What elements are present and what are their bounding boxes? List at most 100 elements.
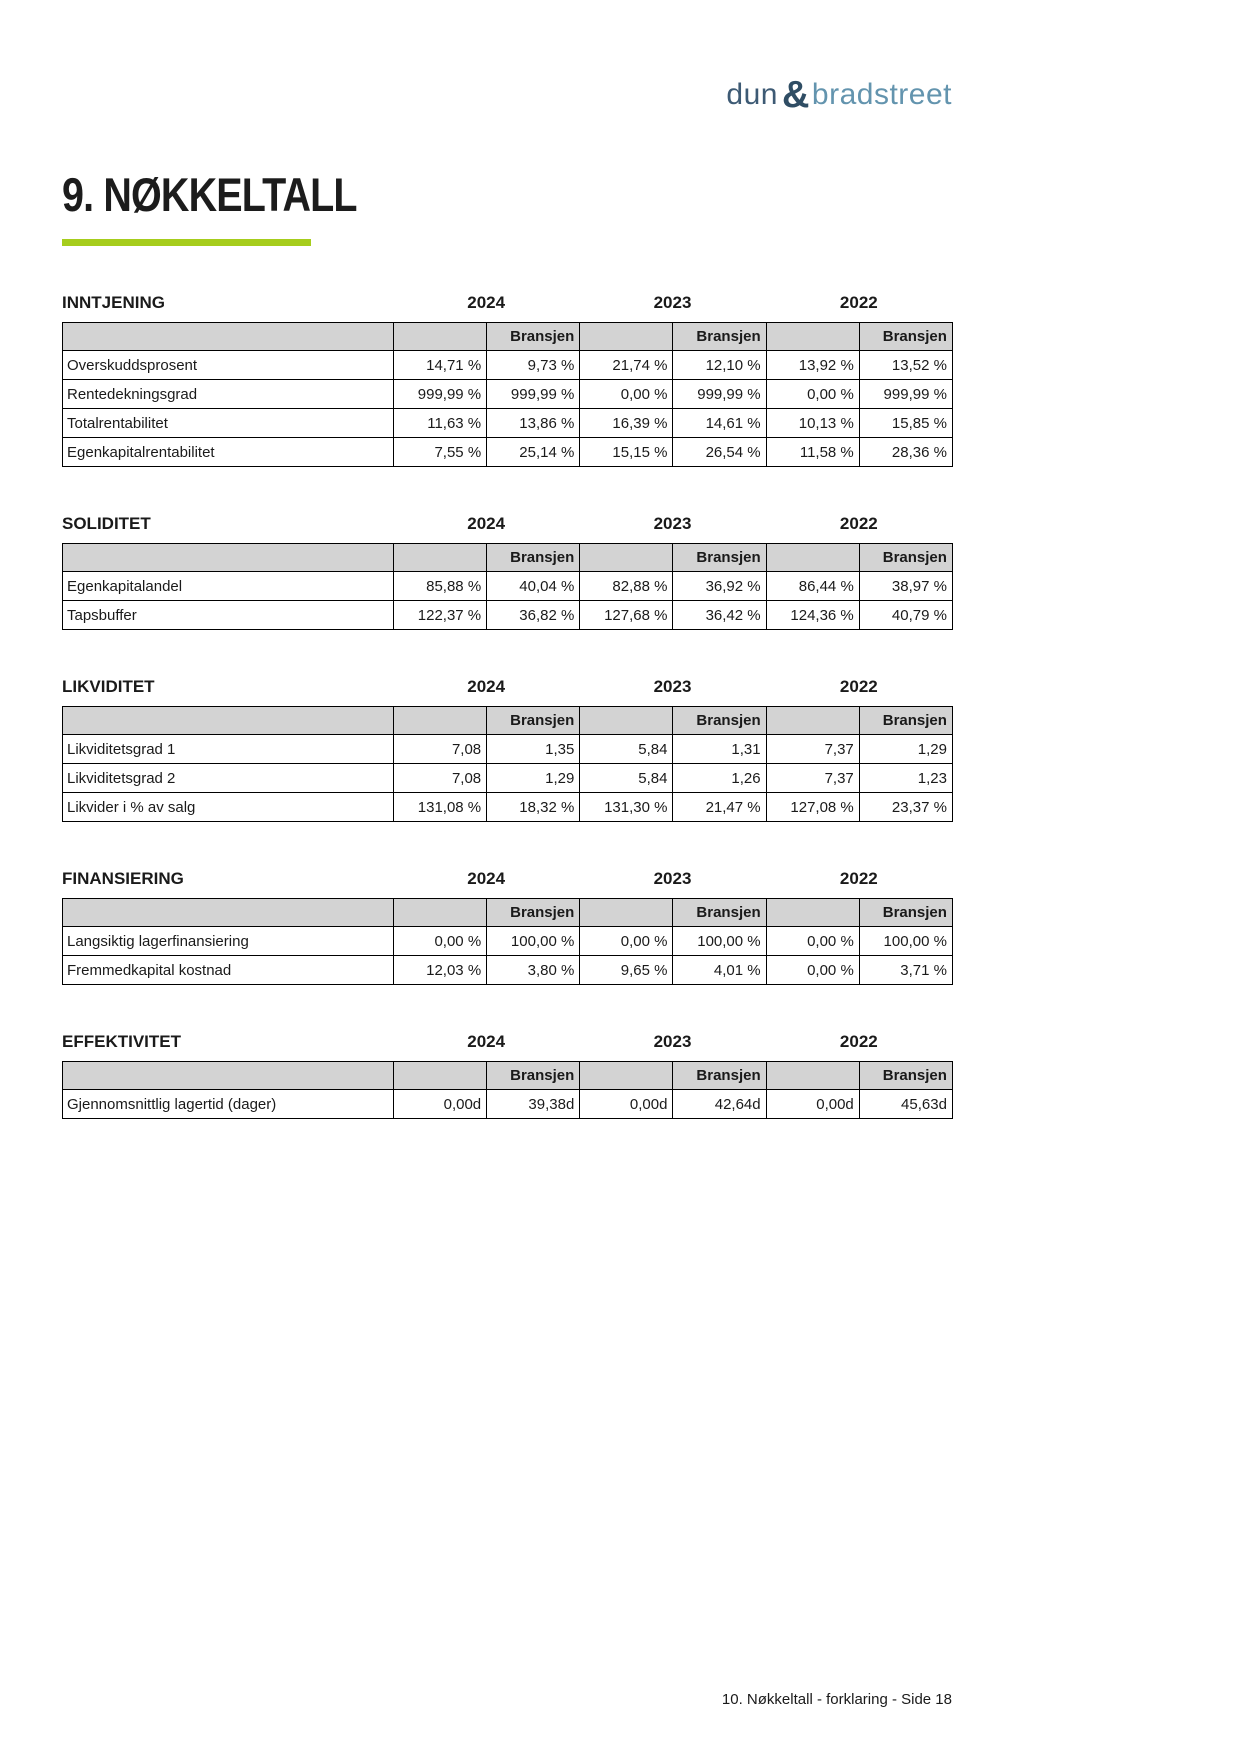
metric-value: 15,15 % — [579, 437, 674, 467]
year-header-2022: 2022 — [839, 514, 878, 533]
table-row: Egenkapitalrentabilitet 7,55 % 25,14 % 15,1… — [62, 437, 953, 467]
metric-value: 10,13 % — [765, 408, 860, 438]
empty-header-cell — [392, 322, 488, 351]
metric-value: 0,00 % — [765, 926, 860, 956]
metric-value: 82,88 % — [579, 571, 674, 601]
page-title: 9. NØKKELTALL — [62, 168, 358, 221]
year-header-2023: 2023 — [653, 677, 692, 696]
metric-value: 14,61 % — [672, 408, 767, 438]
metric-value: 13,86 % — [486, 408, 581, 438]
metric-value: 1,23 — [858, 763, 953, 793]
metric-value: 3,71 % — [858, 955, 953, 985]
metric-value: 999,99 % — [672, 379, 767, 409]
metric-label: Fremmedkapital kostnad — [62, 955, 394, 985]
empty-header-cell — [765, 322, 860, 351]
metric-value: 21,47 % — [672, 792, 767, 822]
table-row: Likvider i % av salg 131,08 % 18,32 % 131,3… — [62, 792, 953, 822]
bransjen-header-cell: Bransjen — [672, 706, 767, 735]
table-subheader-row: Bransjen Bransjen Bransjen — [62, 1061, 953, 1090]
metric-value: 127,68 % — [579, 600, 674, 630]
title-accent-bar — [62, 239, 311, 246]
metric-value: 999,99 % — [858, 379, 953, 409]
section-header: LIKVIDITET 2024 2023 2022 — [62, 677, 952, 697]
bransjen-header-cell: Bransjen — [858, 322, 953, 351]
empty-header-cell — [579, 1061, 674, 1090]
empty-header-cell — [579, 322, 674, 351]
metric-value: 42,64d — [672, 1089, 767, 1119]
year-header-2023: 2023 — [653, 869, 692, 888]
empty-header-cell — [392, 898, 488, 927]
section-title: INNTJENING — [62, 293, 165, 312]
table-row: Tapsbuffer 122,37 % 36,82 % 127,68 % 36,42 %… — [62, 600, 953, 630]
section-title: LIKVIDITET — [62, 677, 155, 696]
section-finansiering: FINANSIERING 2024 2023 2022 Bransjen Bra… — [62, 869, 953, 985]
bransjen-header-cell: Bransjen — [486, 898, 581, 927]
metric-value: 23,37 % — [858, 792, 953, 822]
metric-label: Likviditetsgrad 2 — [62, 763, 394, 793]
metric-value: 0,00d — [765, 1089, 860, 1119]
metric-value: 14,71 % — [392, 350, 488, 380]
metric-value: 26,54 % — [672, 437, 767, 467]
table-row: Fremmedkapital kostnad 12,03 % 3,80 % 9,65 … — [62, 955, 953, 985]
table-row: Rentedekningsgrad 999,99 % 999,99 % 0,00 % 9… — [62, 379, 953, 409]
table-row: Egenkapitalandel 85,88 % 40,04 % 82,88 % 36,… — [62, 571, 953, 601]
metric-label: Totalrentabilitet — [62, 408, 394, 438]
table-subheader-row: Bransjen Bransjen Bransjen — [62, 322, 953, 351]
metric-value: 1,29 — [858, 734, 953, 764]
metric-value: 36,82 % — [486, 600, 581, 630]
page-footer: 10. Nøkkeltall - forklaring - Side 18 — [721, 1691, 952, 1708]
metric-value: 7,08 — [392, 734, 488, 764]
metric-value: 999,99 % — [486, 379, 581, 409]
year-header-2024: 2024 — [467, 293, 506, 312]
key-figures-table: Bransjen Bransjen Bransjen Egenkapitalan… — [62, 543, 953, 630]
logo-text-bradstreet: bradstreet — [811, 78, 952, 111]
metric-label: Egenkapitalrentabilitet — [62, 437, 394, 467]
metric-value: 28,36 % — [858, 437, 953, 467]
section-soliditet: SOLIDITET 2024 2023 2022 Bransjen Bransj… — [62, 514, 953, 630]
table-subheader-row: Bransjen Bransjen Bransjen — [62, 706, 953, 735]
metric-value: 25,14 % — [486, 437, 581, 467]
empty-header-cell — [392, 1061, 488, 1090]
empty-header-cell — [765, 706, 860, 735]
metric-value: 12,10 % — [672, 350, 767, 380]
key-figures-table: Bransjen Bransjen Bransjen Gjennomsnittl… — [62, 1061, 953, 1119]
metric-value: 7,08 — [392, 763, 488, 793]
metric-label: Gjennomsnittlig lagertid (dager) — [62, 1089, 394, 1119]
metric-value: 0,00 % — [765, 379, 860, 409]
metric-value: 9,65 % — [579, 955, 674, 985]
key-figures-table: Bransjen Bransjen Bransjen Overskuddspro… — [62, 322, 953, 467]
metric-value: 9,73 % — [486, 350, 581, 380]
metric-value: 100,00 % — [672, 926, 767, 956]
table-row: Likviditetsgrad 2 7,08 1,29 5,84 1,26 7,37 1,2… — [62, 763, 953, 793]
bransjen-header-cell: Bransjen — [486, 322, 581, 351]
table-row: Overskuddsprosent 14,71 % 9,73 % 21,74 % 12,… — [62, 350, 953, 380]
key-figures-table: Bransjen Bransjen Bransjen Likviditetsgr… — [62, 706, 953, 822]
section-likviditet: LIKVIDITET 2024 2023 2022 Bransjen Brans… — [62, 677, 953, 822]
year-header-2022: 2022 — [839, 869, 878, 888]
section-title: SOLIDITET — [62, 514, 151, 533]
metric-label: Tapsbuffer — [62, 600, 394, 630]
metric-value: 1,35 — [486, 734, 581, 764]
year-header-2024: 2024 — [467, 514, 506, 533]
key-figures-table: Bransjen Bransjen Bransjen Langsiktig la… — [62, 898, 953, 985]
logo-text-dun: dun — [726, 78, 778, 111]
empty-header-cell — [579, 898, 674, 927]
metric-value: 7,37 — [765, 763, 860, 793]
metric-value: 16,39 % — [579, 408, 674, 438]
metric-value: 0,00 % — [579, 926, 674, 956]
metric-value: 124,36 % — [765, 600, 860, 630]
empty-header-cell — [765, 898, 860, 927]
metric-value: 0,00d — [392, 1089, 488, 1119]
metric-value: 3,80 % — [486, 955, 581, 985]
metric-value: 40,04 % — [486, 571, 581, 601]
metric-label: Likvider i % av salg — [62, 792, 394, 822]
section-header: SOLIDITET 2024 2023 2022 — [62, 514, 952, 534]
metric-value: 85,88 % — [392, 571, 488, 601]
metric-value: 131,08 % — [392, 792, 488, 822]
logo-row: dun &bradstreet — [62, 0, 952, 117]
metric-value: 13,92 % — [765, 350, 860, 380]
metric-label: Egenkapitalandel — [62, 571, 394, 601]
metric-value: 21,74 % — [579, 350, 674, 380]
metric-value: 86,44 % — [765, 571, 860, 601]
